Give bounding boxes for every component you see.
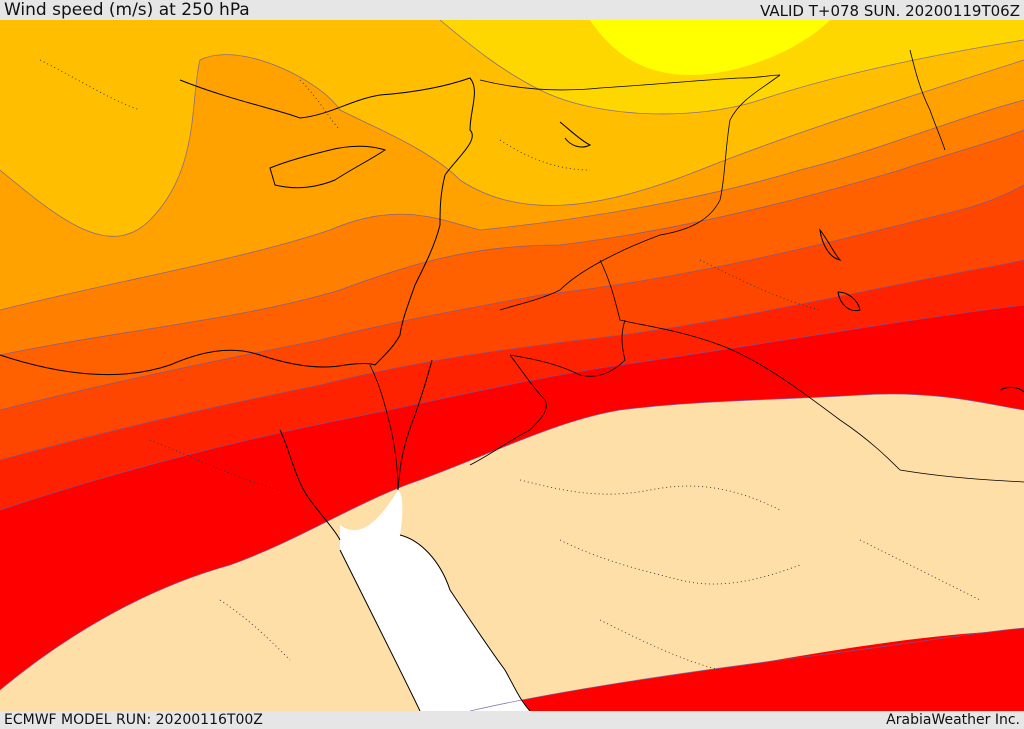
- wind-speed-map[interactable]: [0, 20, 1024, 711]
- borders: [369, 49, 1024, 491]
- calm-area: [0, 393, 1024, 711]
- band-8-south: [470, 628, 1024, 711]
- model-run: ECMWF MODEL RUN: 20200116T00Z: [4, 712, 263, 728]
- band-lightest: [590, 20, 830, 75]
- header-bar: Wind speed (m/s) at 250 hPa VALID T+078 …: [0, 0, 1024, 20]
- valid-time: VALID T+078 SUN. 20200119T06Z: [760, 2, 1020, 20]
- coastlines: [0, 77, 1024, 711]
- footer-bar: ECMWF MODEL RUN: 20200116T00Z ArabiaWeat…: [0, 711, 1024, 729]
- credit: ArabiaWeather Inc.: [886, 712, 1020, 728]
- internal-boundaries: [39, 59, 981, 671]
- map-title: Wind speed (m/s) at 250 hPa: [4, 0, 250, 20]
- red-sea: [340, 490, 530, 711]
- isotach-lines: [0, 20, 1024, 711]
